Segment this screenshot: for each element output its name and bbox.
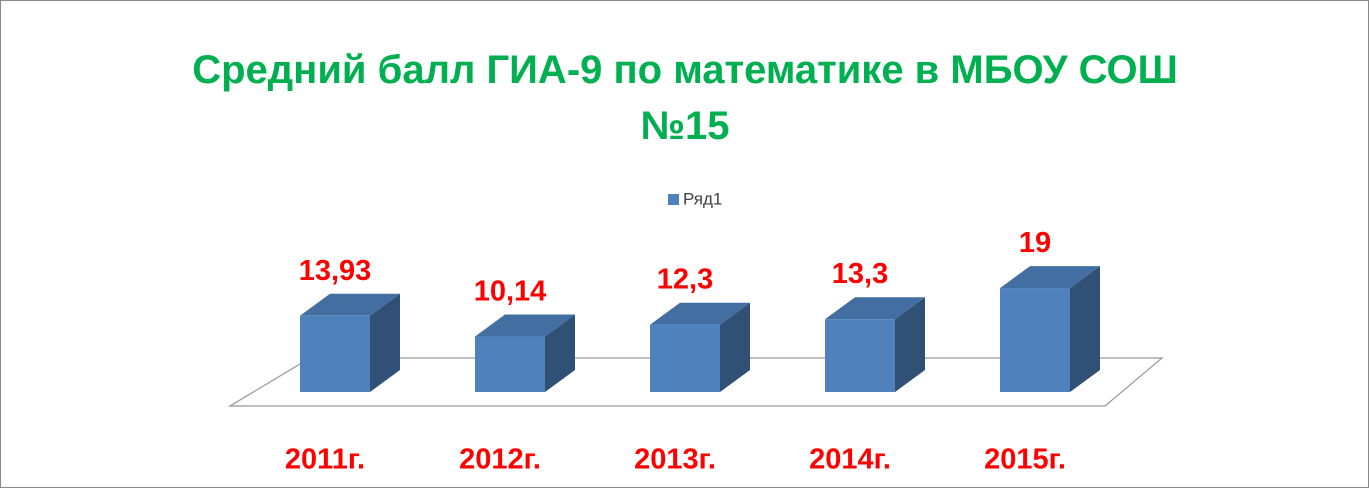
bar-side [545, 314, 575, 392]
value-label: 10,14 [474, 276, 547, 308]
x-tick-label: 2012г. [459, 444, 541, 476]
bar [300, 315, 370, 392]
bar [825, 319, 895, 392]
bar [475, 336, 545, 392]
value-label: 13,3 [832, 258, 888, 290]
value-label: 12,3 [657, 264, 713, 296]
bar-top [475, 314, 575, 337]
bar-top [650, 302, 750, 325]
x-tick-label: 2011г. [285, 444, 365, 476]
value-label: 19 [1019, 227, 1051, 259]
bar-side [1070, 266, 1100, 392]
x-tick-label: 2015г. [984, 444, 1066, 476]
bar-top [825, 297, 925, 320]
chart-title: Средний балл ГИА-9 по математике в МБОУ … [192, 48, 1178, 148]
bar [650, 324, 720, 392]
bar-side [720, 302, 750, 392]
value-label: 13,93 [299, 255, 372, 287]
bar-side [370, 293, 400, 392]
bar [1000, 288, 1070, 392]
legend-label: Ряд1 [683, 189, 722, 208]
bar-top [1000, 266, 1100, 289]
x-tick-label: 2014г. [809, 444, 891, 476]
bar-side [895, 297, 925, 392]
bar-top [300, 293, 400, 316]
legend-swatch [668, 194, 679, 205]
x-tick-label: 2013г. [634, 444, 716, 476]
